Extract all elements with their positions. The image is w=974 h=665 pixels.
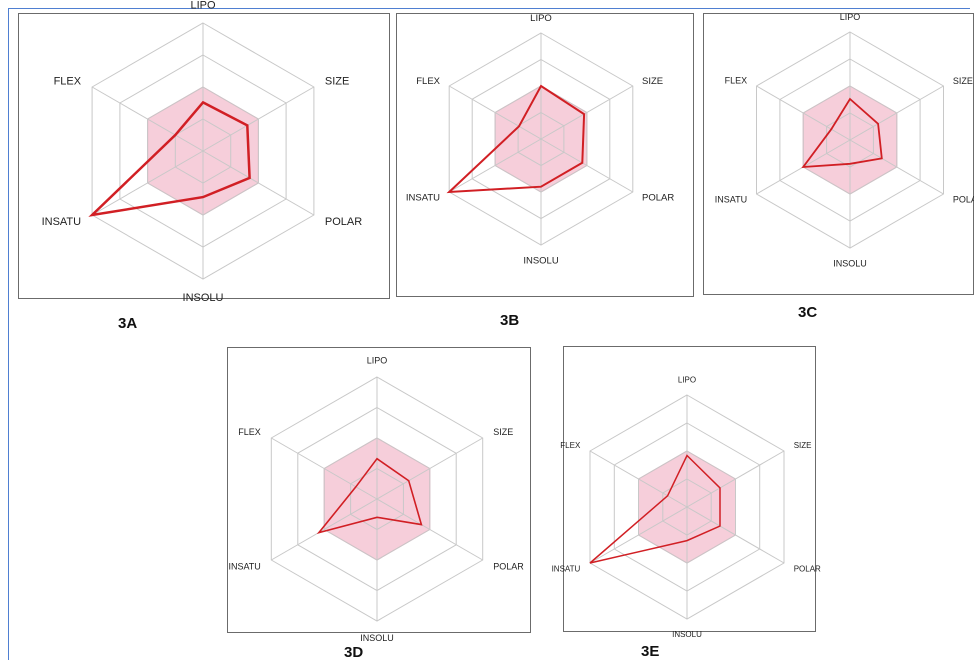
axis-spoke-flex (589, 450, 688, 508)
radar-chart-3e: LIPO SIZE POLAR INSOLU INSATU FLEX (552, 376, 821, 639)
axis-spoke-flex (448, 85, 542, 140)
axis-label-flex: FLEX (416, 76, 440, 87)
axis-label-flex: FLEX (238, 427, 261, 437)
radar-panel-3b: LIPO SIZE POLAR INSOLU INSATU FLEX (396, 13, 694, 297)
axis-spoke-size (540, 85, 634, 140)
axis-spoke-insatu (271, 498, 378, 561)
axis-spoke-insatu (91, 150, 204, 216)
axis-label-polar: POLAR (953, 195, 974, 205)
molecule-property-line (88, 100, 251, 217)
axis-spoke-flex (756, 85, 851, 141)
axis-spoke-flex (271, 437, 378, 500)
axis-label-size: SIZE (794, 441, 812, 450)
axis-spoke-polar (376, 498, 483, 561)
caption-3a: 3A (118, 315, 138, 332)
axis-label-polar: POLAR (642, 193, 674, 204)
axis-label-insatu: INSATU (715, 195, 747, 205)
radar-chart-3a: LIPO SIZE POLAR INSOLU INSATU FLEX (42, 0, 363, 304)
axis-label-lipo: LIPO (367, 355, 388, 365)
molecule-property-line (801, 97, 883, 169)
axis-label-insolu: INSOLU (833, 259, 867, 269)
axis-spoke-insatu (589, 506, 688, 564)
molecule-property-line (316, 457, 423, 534)
axis-label-lipo: LIPO (678, 376, 696, 385)
axis-spoke-size (686, 450, 785, 508)
axis-spoke-size (376, 437, 483, 500)
axis-label-flex: FLEX (560, 441, 581, 450)
axis-spoke-size (849, 85, 944, 141)
molecule-property-line (446, 84, 586, 194)
axis-label-insatu: INSATU (552, 564, 581, 573)
caption-3c: 3C (798, 304, 818, 321)
axis-label-insatu: INSATU (406, 193, 440, 204)
axis-label-size: SIZE (953, 76, 973, 86)
axis-spoke-polar (849, 139, 944, 195)
axis-spoke-polar (540, 138, 634, 193)
axis-spoke-flex (91, 86, 204, 152)
radar-chart-3b: LIPO SIZE POLAR INSOLU INSATU FLEX (406, 13, 674, 267)
axis-label-insolu: INSOLU (183, 292, 224, 304)
axis-label-size: SIZE (642, 76, 663, 87)
axis-spoke-size (202, 86, 315, 152)
molecule-property-line (589, 454, 721, 564)
axis-label-polar: POLAR (325, 216, 362, 228)
axis-label-insatu: INSATU (42, 216, 82, 228)
axis-label-insolu: INSOLU (360, 633, 394, 643)
caption-3d: 3D (344, 644, 364, 661)
axis-spoke-polar (202, 150, 315, 216)
axis-label-size: SIZE (493, 427, 513, 437)
axis-label-insatu: INSATU (228, 561, 260, 571)
axis-label-polar: POLAR (493, 561, 524, 571)
axis-label-insolu: INSOLU (672, 630, 702, 639)
axis-label-insolu: INSOLU (523, 256, 559, 267)
radar-panel-3a: LIPO SIZE POLAR INSOLU INSATU FLEX (18, 0, 390, 304)
caption-3b: 3B (500, 312, 520, 329)
axis-label-polar: POLAR (794, 564, 821, 573)
radar-panel-3c: LIPO SIZE POLAR INSOLU INSATU FLEX (703, 12, 974, 295)
axis-spoke-polar (686, 506, 785, 564)
axis-label-flex: FLEX (54, 75, 82, 87)
radar-chart-3d: LIPO SIZE POLAR INSOLU INSATU FLEX (228, 355, 524, 643)
caption-3e: 3E (641, 643, 660, 660)
axis-label-lipo: LIPO (840, 12, 861, 22)
radar-chart-3c: LIPO SIZE POLAR INSOLU INSATU FLEX (715, 12, 974, 269)
axis-spoke-insatu (448, 138, 542, 193)
radar-panel-3d: LIPO SIZE POLAR INSOLU INSATU FLEX (227, 347, 531, 643)
axis-label-size: SIZE (325, 76, 349, 88)
radar-panel-3e: LIPO SIZE POLAR INSOLU INSATU FLEX (552, 346, 821, 639)
figure-frame (8, 8, 970, 660)
axis-label-lipo: LIPO (530, 13, 552, 24)
axis-label-flex: FLEX (725, 76, 748, 86)
axis-label-lipo: LIPO (190, 0, 216, 12)
